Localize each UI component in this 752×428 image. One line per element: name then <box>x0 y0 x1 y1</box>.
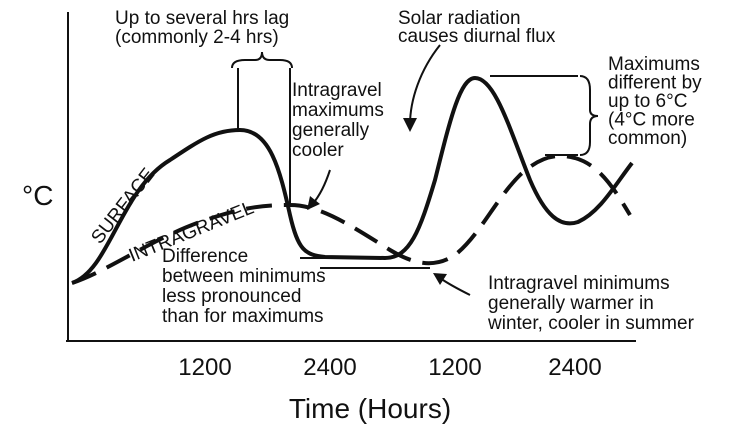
annotation-line: common) <box>608 128 687 149</box>
annotation-line: Difference <box>162 246 248 267</box>
annotation-line: cooler <box>292 140 344 161</box>
annotation-line: Up to several hrs lag <box>115 8 289 29</box>
annotation-line: (4°C more <box>608 110 695 131</box>
x-label: Time (Hours) <box>289 393 451 424</box>
lag-brace <box>231 51 293 69</box>
arrowhead <box>433 273 447 285</box>
arrowhead <box>403 118 417 132</box>
annotation-line: Maximums <box>608 54 700 75</box>
curve-label: SURFACE <box>87 164 159 248</box>
annotation-line: Solar radiation <box>398 8 521 29</box>
x-tick-label: 2400 <box>303 354 356 381</box>
surface-curve <box>71 75 634 285</box>
arrow <box>311 169 331 206</box>
annotation-line: up to 6°C <box>608 91 687 112</box>
max-brace <box>579 75 599 156</box>
annotation-line: maximums <box>292 100 384 121</box>
x-tick-label: 2400 <box>548 354 601 381</box>
annotation-line: causes diurnal flux <box>398 26 556 47</box>
arrowhead <box>307 196 320 210</box>
annotation-line: generally <box>292 120 370 141</box>
annotation-line: (commonly 2-4 hrs) <box>115 27 279 48</box>
intragravel-curve <box>71 154 632 285</box>
x-tick-label: 1200 <box>178 354 231 381</box>
arrow <box>409 44 441 126</box>
annotation-line: Intragravel <box>292 80 382 101</box>
arrow <box>439 277 471 296</box>
annotation-line: generally warmer in <box>488 293 654 314</box>
annotation-line: than for maximums <box>162 306 324 327</box>
annotation-line: less pronounced <box>162 286 301 307</box>
annotation-line: different by <box>608 73 702 94</box>
annotation-line: between minimums <box>162 266 326 287</box>
annotation-line: Intragravel minimums <box>488 273 670 294</box>
annotation-line: winter, cooler in summer <box>487 313 695 334</box>
x-tick-label: 1200 <box>428 354 481 381</box>
y-label: °C <box>22 180 53 211</box>
